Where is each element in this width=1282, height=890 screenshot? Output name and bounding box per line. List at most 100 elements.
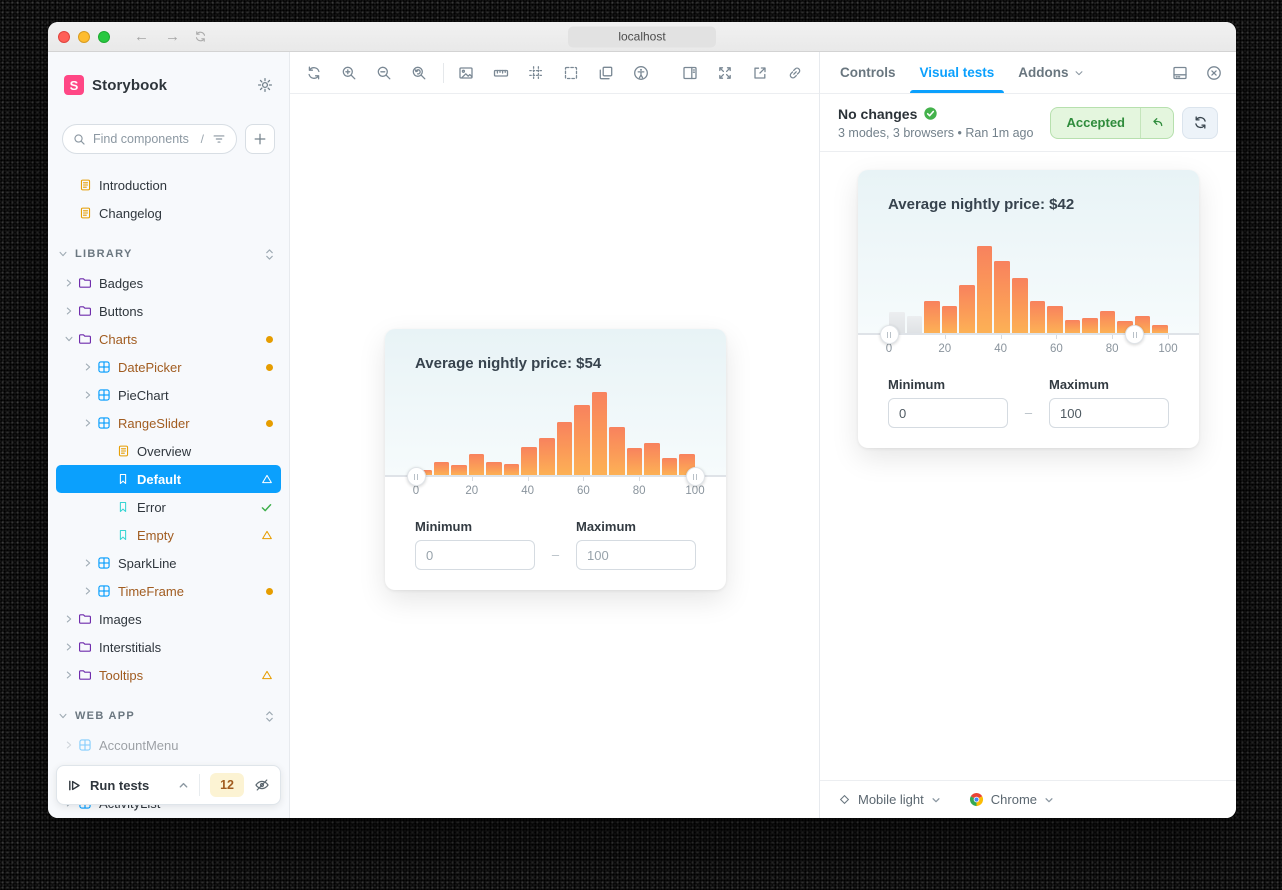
panel-footer: Mobile light Chrome bbox=[820, 780, 1236, 818]
maximum-input[interactable] bbox=[576, 540, 696, 570]
item-label: PieChart bbox=[118, 387, 169, 403]
warning-triangle-icon bbox=[261, 473, 273, 485]
zoom-in-icon[interactable] bbox=[337, 61, 361, 85]
outline-icon[interactable] bbox=[559, 61, 583, 85]
chevron-down-icon[interactable] bbox=[62, 334, 75, 344]
remount-icon[interactable] bbox=[302, 61, 326, 85]
chevron-right-icon[interactable] bbox=[62, 306, 75, 316]
browser-forward-icon[interactable]: → bbox=[165, 28, 180, 45]
histogram-bar bbox=[451, 465, 467, 475]
open-new-tab-icon[interactable] bbox=[748, 61, 772, 85]
sidebar-item-introduction[interactable]: Introduction bbox=[56, 171, 281, 199]
chevron-right-icon[interactable] bbox=[62, 278, 75, 288]
chevron-right-icon[interactable] bbox=[62, 670, 75, 680]
sidebar-item-badges[interactable]: Badges bbox=[56, 269, 281, 297]
sidebar-toggle-icon[interactable] bbox=[678, 61, 702, 85]
run-tests-bar[interactable]: Run tests 12 bbox=[56, 765, 281, 805]
grid-icon[interactable] bbox=[524, 61, 548, 85]
sidebar-item-rangeslider[interactable]: RangeSlider bbox=[56, 409, 281, 437]
minimum-input[interactable] bbox=[415, 540, 535, 570]
chevron-right-icon[interactable] bbox=[62, 614, 75, 624]
sidebar-item-sparkline[interactable]: SparkLine bbox=[56, 549, 281, 577]
tab-controls[interactable]: Controls bbox=[828, 52, 908, 93]
histogram-bar bbox=[626, 448, 643, 475]
warning-triangle-icon bbox=[261, 529, 273, 541]
slider-handle-min[interactable] bbox=[879, 325, 899, 344]
sidebar-item-default[interactable]: Default bbox=[56, 465, 281, 493]
sidebar-item-overview[interactable]: Overview bbox=[56, 437, 281, 465]
browser-label: Chrome bbox=[990, 792, 1038, 807]
mode-selector[interactable]: Mobile light bbox=[838, 792, 941, 807]
expand-all-icon[interactable] bbox=[264, 247, 275, 262]
chevron-right-icon[interactable] bbox=[81, 362, 94, 372]
histogram-bar bbox=[994, 261, 1010, 333]
browser-refresh-icon[interactable] bbox=[194, 30, 207, 43]
run-tests-again-button[interactable] bbox=[1182, 106, 1218, 139]
component-icon bbox=[96, 556, 112, 570]
chevron-right-icon[interactable] bbox=[81, 586, 94, 596]
slider-handle-max[interactable] bbox=[685, 467, 705, 486]
slider-handle-min[interactable] bbox=[406, 467, 426, 486]
chevron-right-icon[interactable] bbox=[81, 390, 94, 400]
sidebar-item-datepicker[interactable]: DatePicker bbox=[56, 353, 281, 381]
measure-icon[interactable] bbox=[489, 61, 513, 85]
chevron-right-icon[interactable] bbox=[62, 740, 75, 750]
sidebar-item-tooltips[interactable]: Tooltips bbox=[56, 661, 281, 689]
changed-dot-icon bbox=[266, 335, 273, 343]
undo-accept-icon[interactable] bbox=[1140, 107, 1173, 138]
minimum-input[interactable] bbox=[888, 398, 1008, 428]
close-window-button[interactable] bbox=[58, 30, 70, 43]
sidebar-item-accountmenu[interactable]: AccountMenu bbox=[56, 731, 281, 759]
chevron-right-icon[interactable] bbox=[81, 558, 94, 568]
url-bar[interactable]: localhost bbox=[568, 26, 716, 47]
gear-icon[interactable] bbox=[257, 77, 273, 93]
sidebar-section-library[interactable]: LIBRARY bbox=[56, 239, 281, 269]
zoom-out-icon[interactable] bbox=[372, 61, 396, 85]
story-stack-icon[interactable] bbox=[594, 61, 618, 85]
minimize-window-button[interactable] bbox=[78, 30, 90, 43]
fullscreen-icon[interactable] bbox=[713, 61, 737, 85]
sidebar-section-web-app[interactable]: WEB APP bbox=[56, 701, 281, 731]
chrome-icon bbox=[969, 792, 984, 807]
filter-icon[interactable] bbox=[212, 132, 226, 146]
histogram-bar bbox=[521, 447, 537, 475]
add-button[interactable] bbox=[245, 124, 275, 154]
toolbar-divider bbox=[443, 62, 444, 83]
backgrounds-icon[interactable] bbox=[454, 61, 478, 85]
copy-link-icon[interactable] bbox=[783, 61, 807, 85]
range-slider-card-snapshot: Average nightly price: $42 0 20 40 60 80 100 … bbox=[858, 170, 1199, 448]
item-label: DatePicker bbox=[118, 359, 182, 375]
story-icon bbox=[115, 528, 131, 542]
search-input[interactable]: Find components / bbox=[62, 124, 237, 154]
sidebar-item-images[interactable]: Images bbox=[56, 605, 281, 633]
accepted-button[interactable]: Accepted bbox=[1050, 106, 1174, 139]
panel-bottom-icon[interactable] bbox=[1168, 61, 1192, 85]
sidebar-item-charts[interactable]: Charts bbox=[56, 325, 281, 353]
zoom-reset-icon[interactable] bbox=[407, 61, 431, 85]
watch-mode-off-icon[interactable] bbox=[254, 777, 270, 793]
browser-back-icon[interactable]: ← bbox=[134, 28, 149, 45]
sidebar-item-error[interactable]: Error bbox=[56, 493, 281, 521]
expand-all-icon[interactable] bbox=[264, 709, 275, 724]
chevron-right-icon[interactable] bbox=[62, 642, 75, 652]
axis-tick bbox=[639, 477, 641, 481]
sidebar-item-timeframe[interactable]: TimeFrame bbox=[56, 577, 281, 605]
histogram-bar bbox=[503, 464, 520, 475]
collapse-tests-icon[interactable] bbox=[178, 780, 189, 791]
sidebar-item-interstitials[interactable]: Interstitials bbox=[56, 633, 281, 661]
zoom-window-button[interactable] bbox=[98, 30, 110, 43]
sidebar-item-piechart[interactable]: PieChart bbox=[56, 381, 281, 409]
sidebar-item-buttons[interactable]: Buttons bbox=[56, 297, 281, 325]
accessibility-icon[interactable] bbox=[629, 61, 653, 85]
chevron-right-icon[interactable] bbox=[81, 418, 94, 428]
tab-visual-tests[interactable]: Visual tests bbox=[908, 52, 1007, 93]
section-label: LIBRARY bbox=[75, 248, 133, 260]
close-circle-icon[interactable] bbox=[1202, 61, 1226, 85]
sidebar-item-empty[interactable]: Empty bbox=[56, 521, 281, 549]
browser-selector[interactable]: Chrome bbox=[969, 792, 1054, 807]
tab-addons[interactable]: Addons bbox=[1006, 52, 1095, 93]
slider-handle-max[interactable] bbox=[1125, 325, 1145, 344]
changed-dot-icon bbox=[266, 419, 273, 427]
sidebar-item-changelog[interactable]: Changelog bbox=[56, 199, 281, 227]
maximum-input[interactable] bbox=[1049, 398, 1169, 428]
